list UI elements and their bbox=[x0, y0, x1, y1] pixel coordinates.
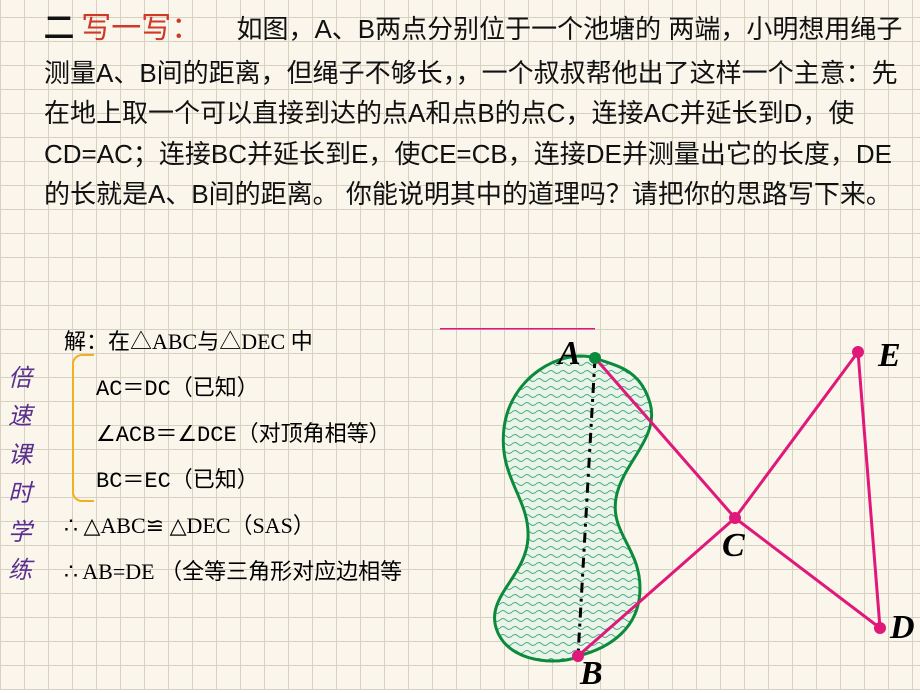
label-A: A bbox=[556, 335, 581, 372]
section-number: 二 bbox=[44, 12, 74, 45]
point-A bbox=[589, 352, 601, 364]
sidebar-char: 倍 bbox=[8, 360, 32, 398]
label-B: B bbox=[579, 655, 603, 688]
sidebar-char: 时 bbox=[8, 475, 32, 513]
point-E bbox=[852, 346, 864, 358]
seg-CD bbox=[735, 518, 880, 628]
label-E: E bbox=[877, 337, 901, 374]
point-C bbox=[729, 512, 741, 524]
geometry-figure: A B C D E bbox=[440, 328, 920, 688]
label-C: C bbox=[722, 527, 745, 564]
problem-head: 如图，A、B两点分别位于一个池塘的 bbox=[236, 14, 661, 44]
sidebar-char: 学 bbox=[8, 514, 32, 552]
sidebar-char: 课 bbox=[8, 437, 32, 475]
sidebar-char: 速 bbox=[8, 398, 32, 436]
seg-CE bbox=[735, 352, 858, 518]
content-area: 二 写一写： 如图，A、B两点分别位于一个池塘的 两端，小明想用绳子测量A、B间… bbox=[44, 6, 910, 215]
problem-text: 二 写一写： 如图，A、B两点分别位于一个池塘的 两端，小明想用绳子测量A、B间… bbox=[44, 6, 910, 215]
figure-svg: A B C D E bbox=[440, 328, 920, 688]
write-header: 写一写： bbox=[81, 12, 201, 45]
slide-page: 倍 速 课 时 学 练 二 写一写： 如图，A、B两点分别位于一个池塘的 两端，… bbox=[0, 0, 920, 690]
point-D bbox=[874, 622, 886, 634]
sidebar-title: 倍 速 课 时 学 练 bbox=[2, 360, 38, 590]
label-D: D bbox=[889, 609, 915, 646]
pond-shape bbox=[495, 356, 652, 661]
sidebar-char: 练 bbox=[8, 552, 32, 590]
seg-DE bbox=[858, 352, 880, 628]
